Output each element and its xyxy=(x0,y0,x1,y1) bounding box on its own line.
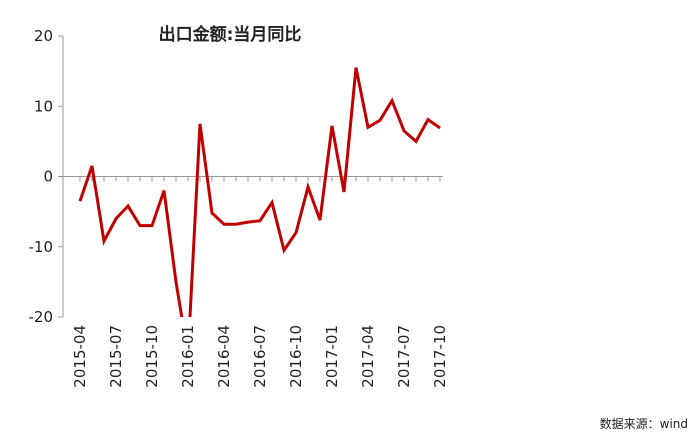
y-tick-label: 0 xyxy=(43,168,53,186)
data-line xyxy=(78,67,441,317)
y-tick-label: -20 xyxy=(29,308,54,326)
x-tick-label: 2015-10 xyxy=(143,325,161,388)
x-tick-label: 2015-04 xyxy=(71,325,89,388)
x-tick-label: 2017-07 xyxy=(395,325,413,388)
y-tick-label: 20 xyxy=(34,27,53,45)
x-tick-label: 2016-10 xyxy=(287,325,305,388)
x-tick-label: 2017-04 xyxy=(359,325,377,388)
x-tick-label: 2015-07 xyxy=(107,325,125,388)
source-note: 数据来源：wind xyxy=(600,416,688,431)
chart-title: 出口金额:当月同比 xyxy=(159,24,302,45)
x-tick-label: 2017-01 xyxy=(323,325,341,388)
x-tick-label: 2016-04 xyxy=(215,325,233,388)
x-tick-label: 2016-01 xyxy=(179,325,197,388)
y-tick-label: -10 xyxy=(29,238,54,256)
x-tick-label: 2016-07 xyxy=(251,325,269,388)
plot-area xyxy=(78,67,441,317)
x-tick-label: 2017-10 xyxy=(431,325,449,388)
y-tick-label: 10 xyxy=(34,97,53,115)
